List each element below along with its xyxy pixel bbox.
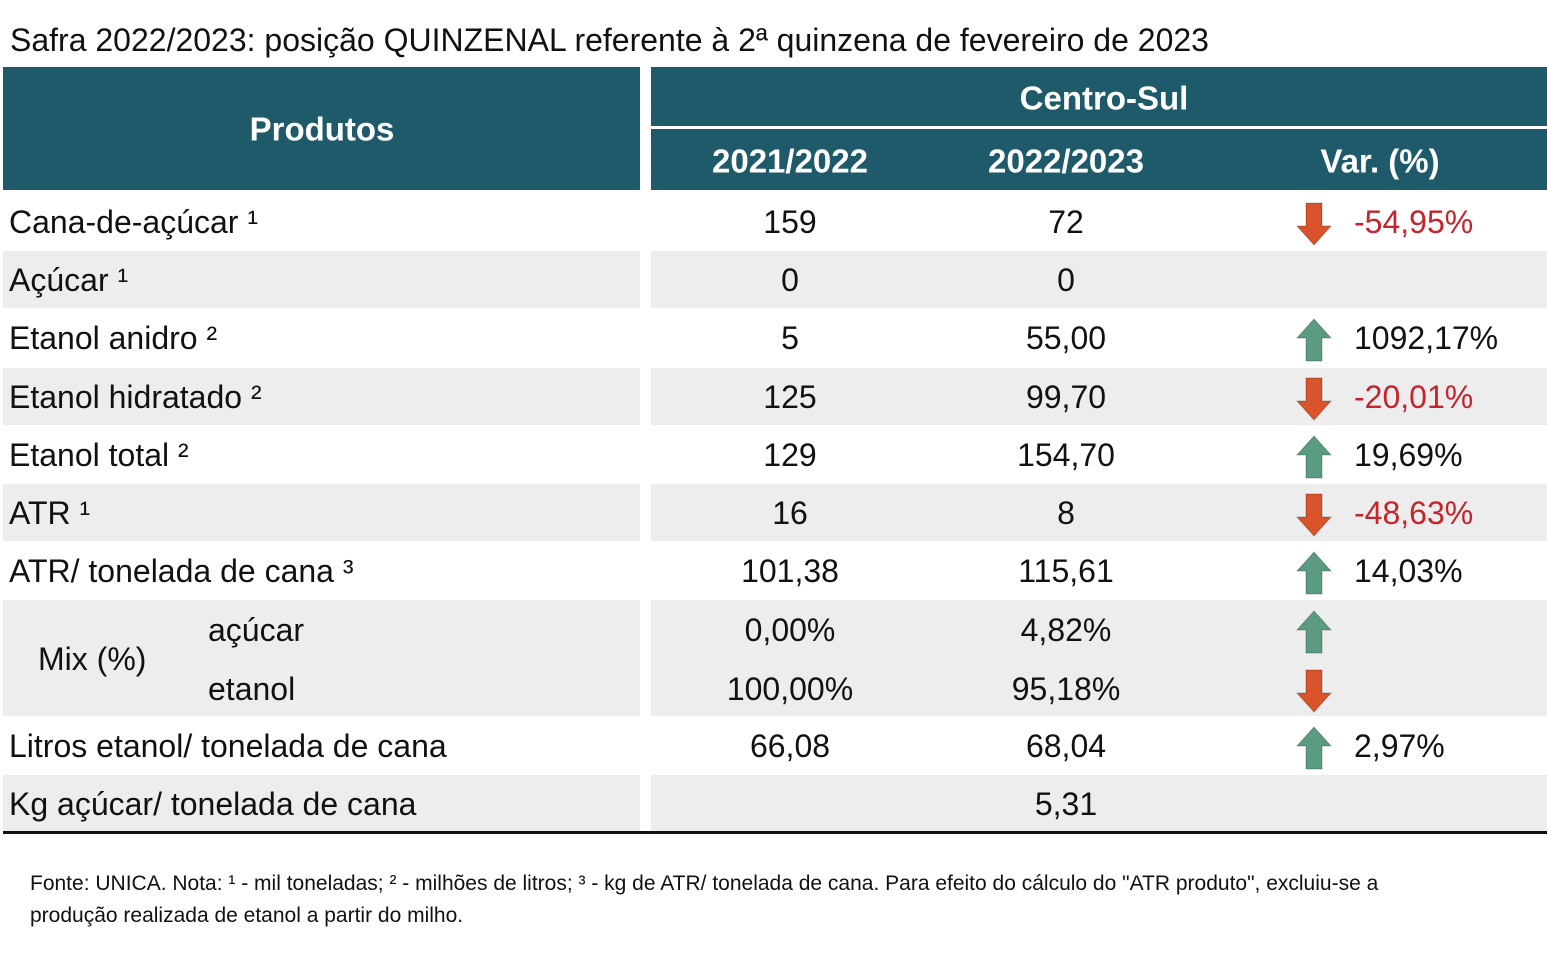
cell: 125 [763, 378, 817, 415]
trend-arrow [1296, 202, 1332, 246]
cell: 101,38 [741, 553, 839, 590]
row-shade [651, 775, 1547, 833]
row-label: Etanol total ² [9, 436, 189, 473]
row-label: ATR ¹ [9, 495, 91, 531]
row-label: Mix (%) [38, 640, 147, 677]
cell: 72 [1048, 204, 1084, 240]
row-label: Etanol hidratado ² [9, 378, 262, 415]
row-shade [651, 251, 1547, 309]
cell: 129 [763, 436, 817, 473]
cell: 0 [781, 262, 799, 299]
cell: 2,97% [1354, 727, 1445, 764]
cell: 66,08 [749, 727, 831, 764]
cell: 159 [763, 204, 817, 240]
cell: 5,31 [1034, 786, 1098, 822]
cell: 5 [781, 320, 799, 357]
cell: 95,18% [1011, 670, 1121, 707]
row-label: Açúcar ¹ [9, 262, 129, 299]
cell: -54,95% [1354, 204, 1474, 240]
row-label: Kg açúcar/ tonelada de cana [9, 786, 417, 822]
cell: 154,70 [1017, 436, 1115, 473]
header-cell: Var. (%) [1320, 142, 1440, 180]
trend-arrow [1296, 726, 1332, 770]
cell: 16 [772, 495, 808, 531]
row-label: Cana-de-açúcar ¹ [9, 204, 258, 240]
cell: 0 [1057, 262, 1075, 299]
cell: 19,69% [1354, 436, 1463, 473]
cell: 100,00% [726, 670, 854, 707]
cell: 0,00% [744, 612, 836, 649]
cell: -48,63% [1354, 495, 1474, 531]
header-cell: 2022/2023 [988, 142, 1144, 180]
row-label: açúcar [208, 612, 305, 649]
cell: 1092,17% [1354, 320, 1499, 357]
row-shade [3, 367, 640, 425]
cell: 14,03% [1354, 553, 1463, 590]
row-shade [3, 600, 640, 716]
trend-arrow [1296, 610, 1332, 654]
trend-arrow [1296, 669, 1332, 713]
header-bg [3, 67, 640, 190]
header-rule [651, 126, 1547, 129]
trend-arrow [1296, 318, 1332, 362]
row-label: etanol [208, 670, 296, 707]
row-shade [3, 484, 640, 542]
header-cell: Produtos [249, 110, 395, 148]
row-label: ATR/ tonelada de cana ³ [9, 553, 354, 590]
row-label: Litros etanol/ tonelada de cana [9, 727, 447, 764]
trend-arrow [1296, 435, 1332, 479]
title: Safra 2022/2023: posição QUINZENAL refer… [10, 22, 1209, 58]
cell: 99,70 [1025, 378, 1107, 415]
row-shade [651, 600, 1547, 716]
row-shade [3, 775, 640, 833]
footnote: Fonte: UNICA. Nota: ¹ - mil toneladas; ²… [30, 872, 1379, 927]
trend-arrow [1296, 377, 1332, 421]
cell: 8 [1057, 495, 1075, 531]
cell: 68,04 [1025, 727, 1107, 764]
bottom-rule [3, 831, 1547, 835]
cell: 55,00 [1025, 320, 1107, 357]
row-shade [651, 367, 1547, 425]
cell: -20,01% [1354, 378, 1474, 415]
cell: 4,82% [1020, 612, 1112, 649]
trend-arrow [1296, 493, 1332, 537]
header-cell: 2021/2022 [712, 142, 868, 180]
cell: 115,61 [1018, 553, 1114, 590]
header-cell: Centro-Sul [1019, 79, 1189, 117]
row-label: Etanol anidro ² [9, 320, 218, 357]
row-shade [3, 251, 640, 309]
trend-arrow [1296, 551, 1332, 595]
row-shade [651, 484, 1547, 542]
